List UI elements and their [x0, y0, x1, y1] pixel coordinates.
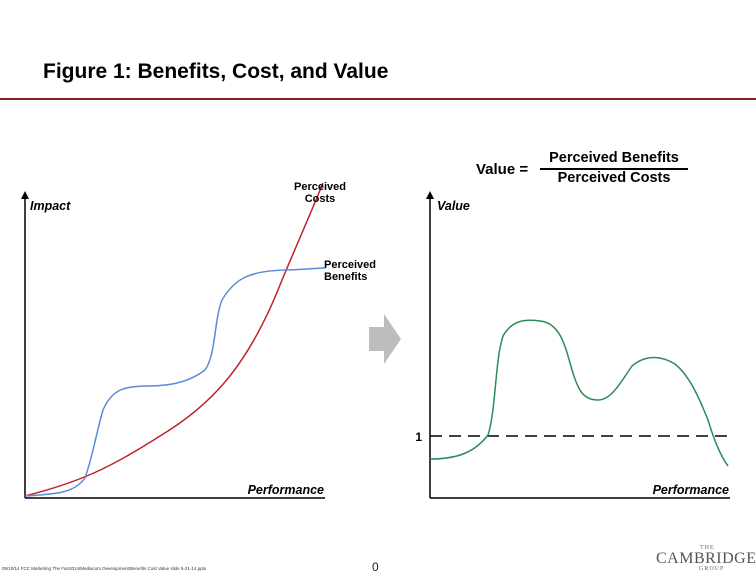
threshold-label: 1: [415, 430, 422, 444]
benefits-label-line1: Perceived: [324, 259, 376, 271]
logo-group: GROUP: [699, 566, 725, 572]
perceived-benefits-curve: [24, 267, 326, 497]
right-x-axis-label: Performance: [653, 483, 729, 497]
page-title: Figure 1: Benefits, Cost, and Value: [43, 60, 389, 83]
value-curve: [429, 319, 729, 467]
costs-label-line1: Perceived: [294, 181, 346, 193]
perceived-costs-curve: [24, 182, 324, 497]
page-number: 0: [372, 560, 379, 574]
title-divider: [0, 98, 756, 100]
formula-fraction-bar: [540, 168, 688, 170]
costs-label-line2: Costs: [305, 193, 336, 205]
left-x-axis-label: Performance: [248, 483, 324, 497]
right-chart: Value Performance 1: [415, 191, 732, 499]
footer-file-note: 05/10/14 FCC Marketing The Fan2014/Media…: [2, 566, 207, 571]
formula-denominator: Perceived Costs: [557, 170, 671, 186]
left-chart: Impact Performance Perceived Costs Perce…: [21, 181, 376, 499]
cambridge-group-logo: THE CAMBRIDGE GROUP: [656, 545, 756, 575]
benefits-label-line2: Benefits: [324, 271, 367, 283]
transition-arrow-icon: [369, 314, 401, 364]
logo-name: CAMBRIDGE: [656, 550, 756, 567]
logo-the: THE: [700, 545, 715, 551]
right-y-axis-label: Value: [437, 199, 470, 213]
formula-lhs: Value =: [476, 161, 529, 178]
left-y-axis-label: Impact: [30, 199, 71, 213]
formula-numerator: Perceived Benefits: [549, 150, 679, 166]
